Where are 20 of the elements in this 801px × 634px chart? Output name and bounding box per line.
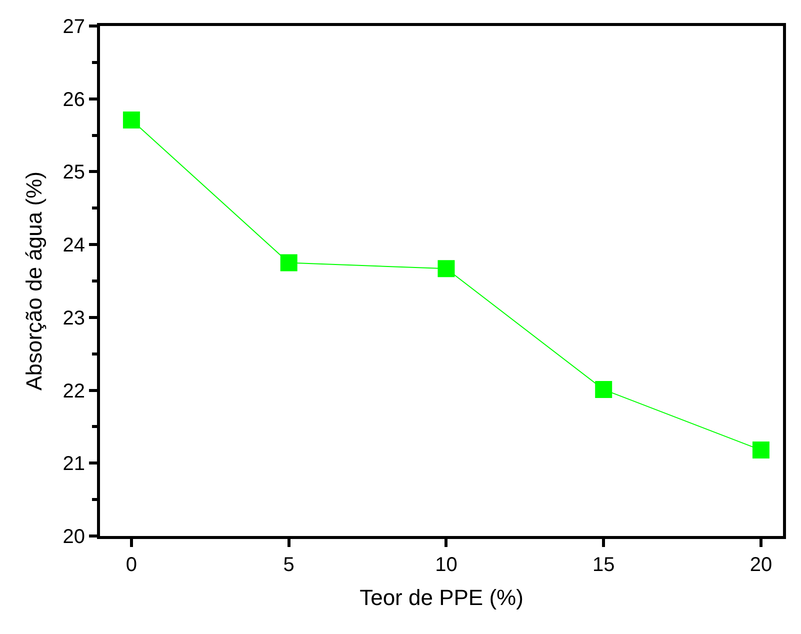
y-tick-label: 20 <box>62 526 85 548</box>
y-tick-label: 27 <box>62 16 85 38</box>
point <box>438 260 455 278</box>
point <box>752 442 770 459</box>
y-tick-label: 24 <box>62 234 85 257</box>
y-tick-label: 23 <box>62 307 85 330</box>
x-tick-label: 10 <box>435 554 458 576</box>
x-tick-label: 0 <box>126 554 138 576</box>
y-tick-label: 21 <box>62 453 85 476</box>
y-tick-label: 22 <box>62 380 85 402</box>
x-axis-title: Teor de PPE (%) <box>360 584 524 610</box>
x-tick-label: 5 <box>283 554 294 576</box>
x-tick-label: 20 <box>750 554 772 576</box>
point <box>122 111 140 128</box>
point <box>280 254 298 272</box>
x-tick-label: 15 <box>592 554 615 576</box>
point <box>595 381 612 398</box>
y-tick-label: 26 <box>62 88 85 111</box>
y-tick-label: 25 <box>62 162 85 184</box>
y-axis-title: Absorção de água (%) <box>22 172 47 390</box>
